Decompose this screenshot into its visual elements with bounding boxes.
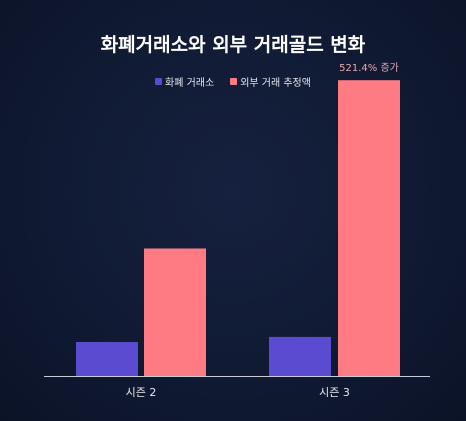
annotation-label-0: 521.4% 증가	[339, 62, 399, 74]
legend-label-series-0: 화폐 거래소	[165, 78, 215, 89]
legend-swatch-series-1	[230, 78, 238, 85]
legend-label-series-1: 외부 거래 추정액	[240, 78, 311, 89]
bar-series-0-0	[76, 342, 138, 376]
bar-series-1-0	[144, 248, 206, 376]
chart-legend: 화폐 거래소 외부 거래 추정액	[0, 74, 466, 89]
bar-series-0-1	[269, 336, 331, 376]
x-tick-label-0: 시즌 2	[126, 386, 157, 399]
bar-series-1-1	[338, 80, 400, 376]
chart-title: 화폐거래소와 외부 거래골드 변화	[100, 34, 366, 56]
legend-item-series-0: 화폐 거래소	[155, 74, 214, 89]
legend-item-series-1: 외부 거래 추정액	[230, 74, 311, 89]
x-tick-label-1: 시즌 3	[319, 386, 350, 399]
legend-swatch-series-0	[155, 78, 163, 85]
